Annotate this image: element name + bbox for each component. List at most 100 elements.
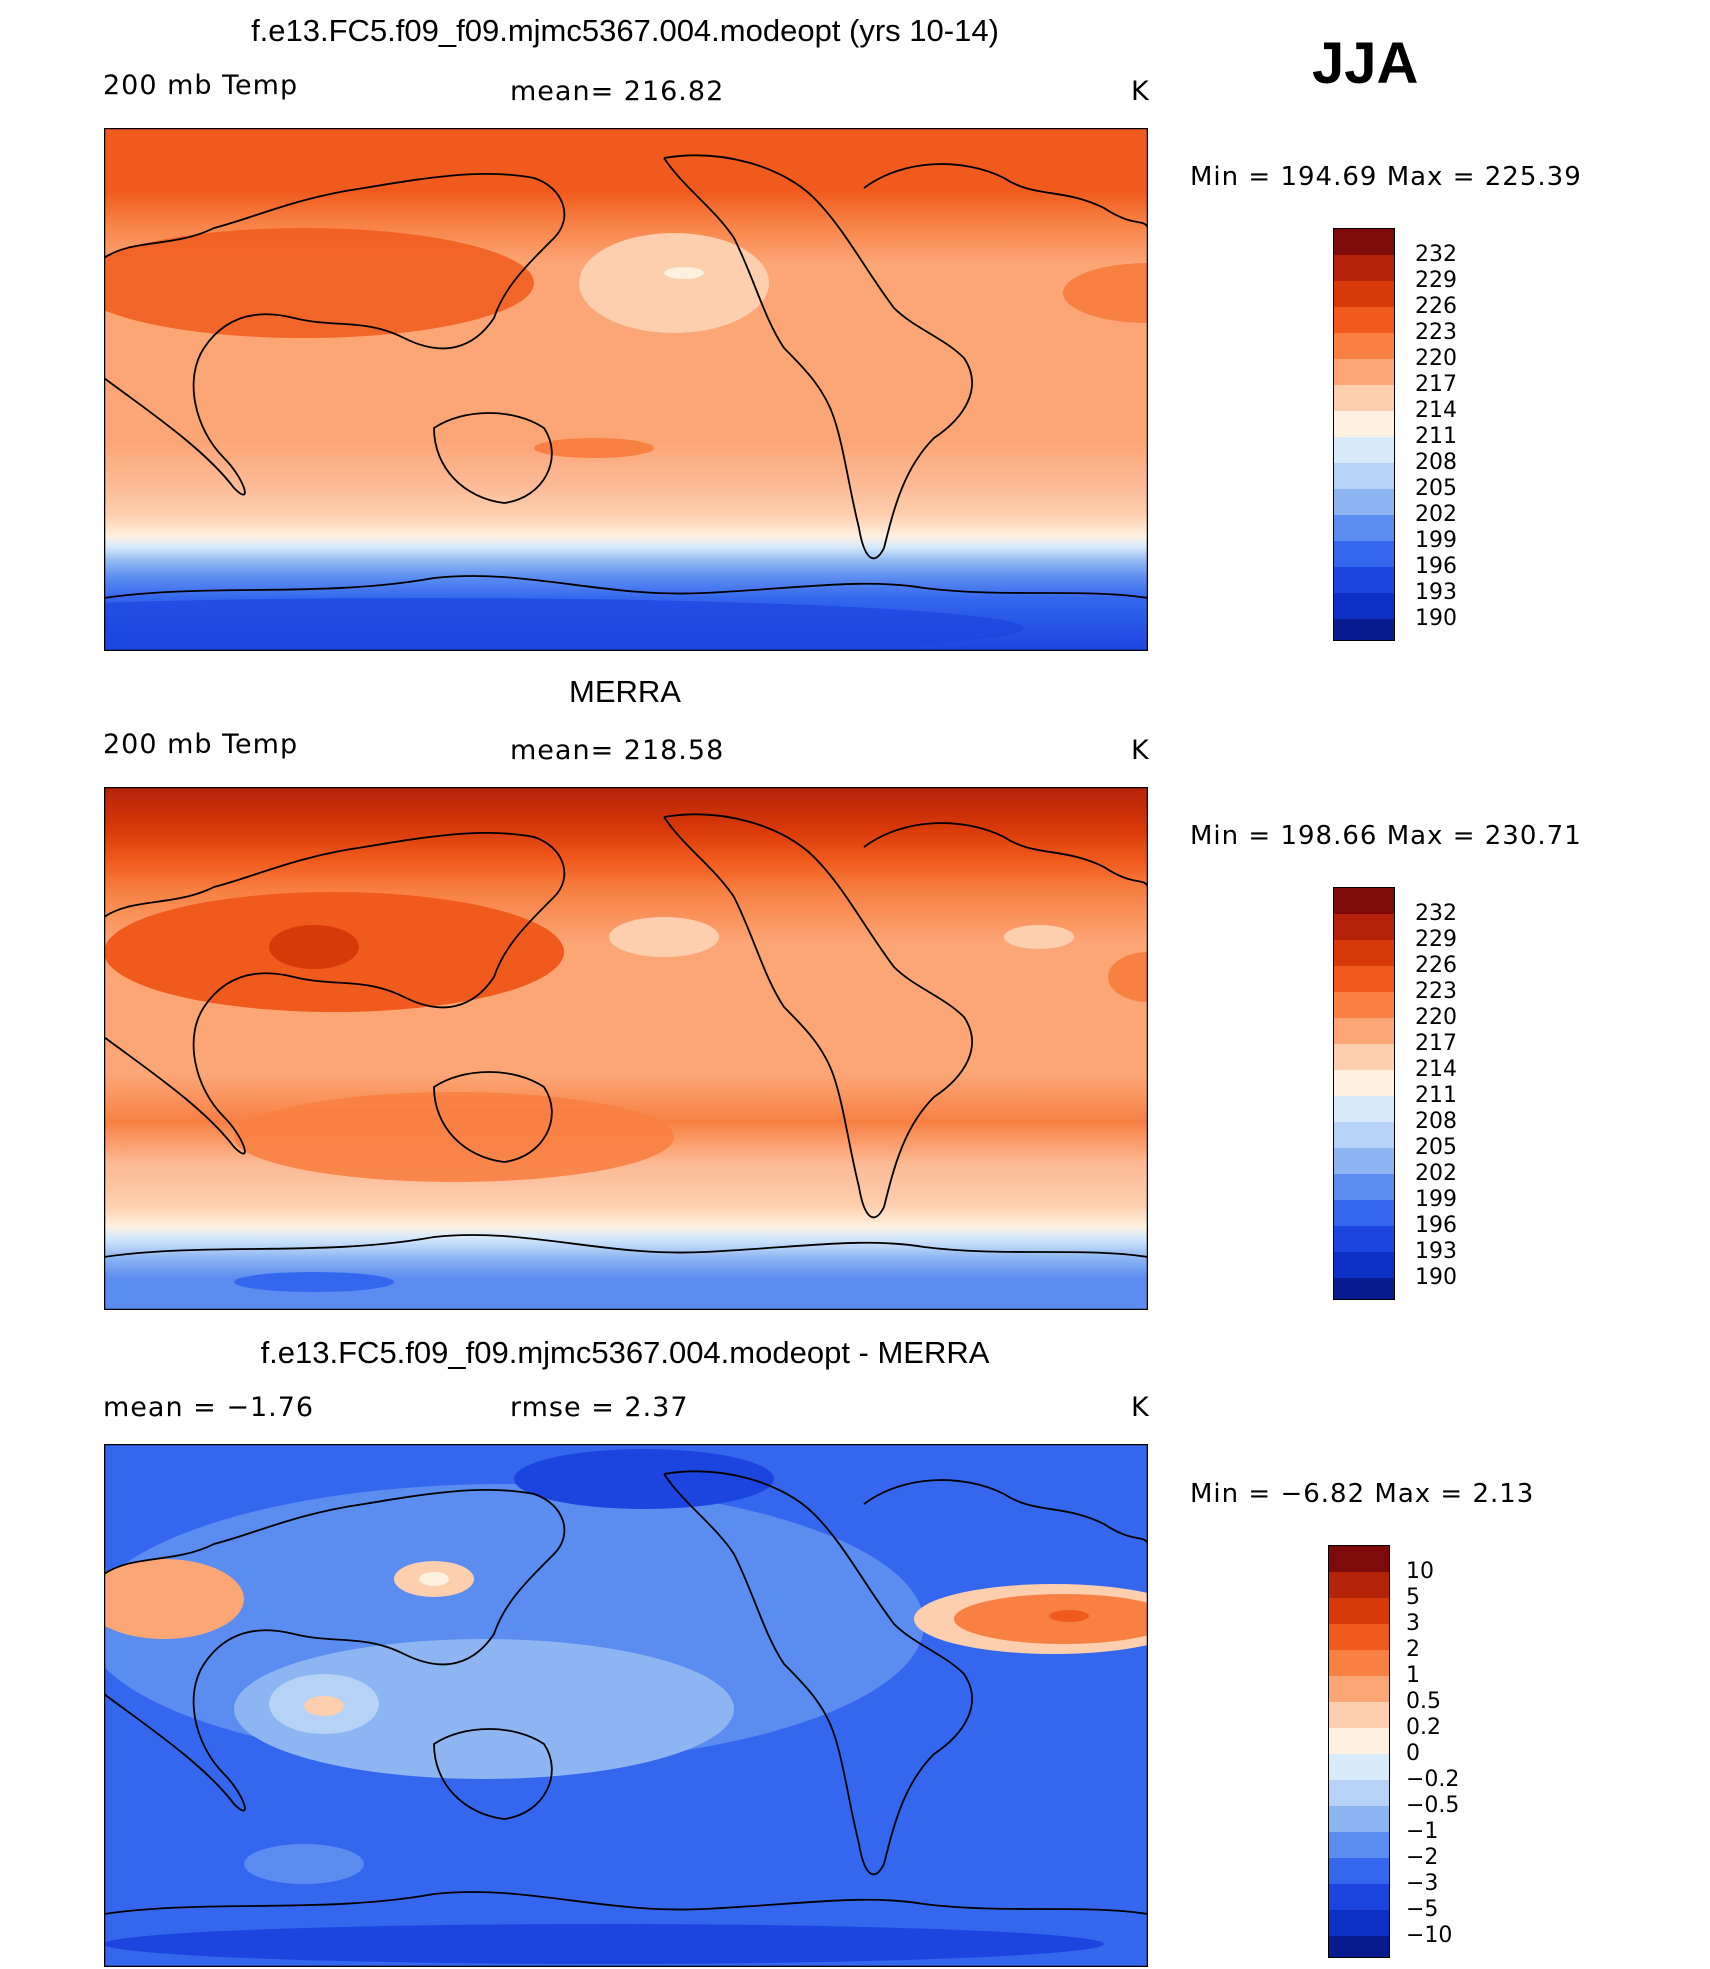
panel3-rmse: rmse = 2.37: [510, 1392, 689, 1423]
panel1-cbar-label: 214: [1415, 398, 1457, 423]
panel1-colorbar-bin-7: [1334, 411, 1394, 438]
panel3-cbar-label: 1: [1406, 1663, 1420, 1688]
panel3-coastlines: [104, 1470, 1148, 1915]
panel2-cbar-label: 223: [1415, 979, 1457, 1004]
panel3-colorbar-bin-14: [1329, 1910, 1389, 1937]
panel2-cbar-label: 202: [1415, 1161, 1457, 1186]
panel3-india-warm: [304, 1696, 344, 1716]
panel3-cbar-label: 3: [1406, 1611, 1420, 1636]
panel1-colorbar-bin-14: [1334, 593, 1394, 620]
panel2-pacific-cool: [609, 917, 719, 957]
panel3-tropic-light: [234, 1639, 734, 1779]
panel3-mean: mean = −1.76: [103, 1392, 315, 1423]
panel2-units: K: [1131, 735, 1150, 766]
panel1-colorbar-bin-3: [1334, 307, 1394, 334]
panel2-cbar-label: 229: [1415, 927, 1457, 952]
panel3-minmax: Min = −6.82 Max = 2.13: [1190, 1479, 1535, 1509]
panel1-cbar-label: 190: [1415, 606, 1457, 631]
panel2-cbar-label: 196: [1415, 1213, 1457, 1238]
panel1-colorbar-bin-12: [1334, 541, 1394, 568]
panel2-colorbar-bin-9: [1334, 1122, 1394, 1149]
panel1-colorbar-bin-9: [1334, 463, 1394, 490]
panel3-units: K: [1131, 1392, 1150, 1423]
panel2-colorbar-bin-13: [1334, 1226, 1394, 1253]
panel1-cbar-label: 205: [1415, 476, 1457, 501]
panel1-sh-warm: [534, 438, 654, 458]
panel3-cbar-label: 10: [1406, 1559, 1434, 1584]
panel2-colorbar-bin-14: [1334, 1252, 1394, 1279]
panel2-cbar-label: 211: [1415, 1083, 1457, 1108]
panel2-map: [104, 787, 1148, 1310]
panel1-cbar-label: 232: [1415, 242, 1457, 267]
panel1-field-fill: [104, 128, 1148, 651]
panel1-colorbar-bin-2: [1334, 281, 1394, 308]
panel1-colorbar-bin-15: [1334, 619, 1394, 640]
panel3-so-light: [244, 1844, 364, 1884]
panel2-atl-cool: [1004, 925, 1074, 949]
panel2-colorbar-bin-4: [1334, 992, 1394, 1019]
panel2-cbar-label: 193: [1415, 1239, 1457, 1264]
panel1-mean: mean= 216.82: [510, 76, 725, 107]
panel2-colorbar-bin-7: [1334, 1070, 1394, 1097]
panel1-asia-warm: [104, 228, 534, 338]
panel2-cbar-label: 214: [1415, 1057, 1457, 1082]
panel2-colorbar-bin-2: [1334, 940, 1394, 967]
panel3-map: [104, 1444, 1148, 1967]
panel1-cbar-label: 208: [1415, 450, 1457, 475]
panel3-colorbar-bin-3: [1329, 1624, 1389, 1651]
panel1-cbar-label: 217: [1415, 372, 1457, 397]
panel1-cbar-label: 226: [1415, 294, 1457, 319]
panel2-colorbar-bin-12: [1334, 1200, 1394, 1227]
panel3-colorbar-bin-12: [1329, 1858, 1389, 1885]
panel3-cbar-label: −5: [1406, 1897, 1439, 1922]
panel1-colorbar-bin-10: [1334, 489, 1394, 516]
panel3-colorbar-bin-13: [1329, 1884, 1389, 1911]
panel2-colorbar-bin-5: [1334, 1018, 1394, 1045]
panel2-colorbar-bin-11: [1334, 1174, 1394, 1201]
panel3-colorbar-bin-4: [1329, 1650, 1389, 1677]
panel1-colorbar-bin-5: [1334, 359, 1394, 386]
panel3-cbar-label: 0.2: [1406, 1715, 1441, 1740]
panel1-antarctic-cold: [104, 598, 1024, 651]
panel3-colorbar-bin-0: [1329, 1546, 1389, 1573]
panel2-cbar-label: 220: [1415, 1005, 1457, 1030]
panel3-antarctic-cold: [104, 1924, 1104, 1964]
panel1-colorbar-bin-13: [1334, 567, 1394, 594]
panel3-cbar-label: 0.5: [1406, 1689, 1441, 1714]
panel3-title: f.e13.FC5.f09_f09.mjmc5367.004.modeopt -…: [260, 1335, 990, 1370]
panel2-colorbar-bin-15: [1334, 1278, 1394, 1299]
panel1-pacific-core: [664, 267, 704, 279]
panel1-colorbar-bin-11: [1334, 515, 1394, 542]
panel2-atl-warm: [1108, 952, 1148, 1002]
panel2-field-fill: [104, 787, 1148, 1310]
panel3-cbar-label: −0.5: [1406, 1793, 1460, 1818]
panel2-cbar-label: 208: [1415, 1109, 1457, 1134]
panel1-colorbar-bin-6: [1334, 385, 1394, 412]
panel2-colorbar-bin-10: [1334, 1148, 1394, 1175]
panel2-coastlines: [104, 813, 1148, 1258]
panel2-cbar-label: 199: [1415, 1187, 1457, 1212]
panel1-cbar-label: 199: [1415, 528, 1457, 553]
panel2-colorbar-bin-1: [1334, 914, 1394, 941]
panel1-cbar-label: 196: [1415, 554, 1457, 579]
panel3-atl-warm: [954, 1594, 1148, 1644]
panel3-cbar-label: 5: [1406, 1585, 1420, 1610]
panel1-title: f.e13.FC5.f09_f09.mjmc5367.004.modeopt (…: [251, 13, 999, 48]
panel1-field-label: 200 mb Temp: [103, 70, 299, 101]
panel2-cbar-label: 232: [1415, 901, 1457, 926]
panel1-atl-warm: [1063, 263, 1148, 323]
panel1-units: K: [1131, 76, 1150, 107]
panel1-cbar-label: 202: [1415, 502, 1457, 527]
panel3-colorbar-bin-5: [1329, 1676, 1389, 1703]
panel3-npac-cold: [514, 1449, 774, 1509]
panel3-africa-warm: [104, 1559, 244, 1639]
panel1-cbar-label: 229: [1415, 268, 1457, 293]
panel2-cbar-label: 226: [1415, 953, 1457, 978]
panel2-colorbar-bin-6: [1334, 1044, 1394, 1071]
panel3-cbar-label: −10: [1406, 1923, 1453, 1948]
panel2-cbar-label: 190: [1415, 1265, 1457, 1290]
panel1-colorbar-bin-8: [1334, 437, 1394, 464]
panel3-colorbar-bin-1: [1329, 1572, 1389, 1599]
panel2-title: MERRA: [569, 674, 681, 709]
panel1-cbar-label: 223: [1415, 320, 1457, 345]
